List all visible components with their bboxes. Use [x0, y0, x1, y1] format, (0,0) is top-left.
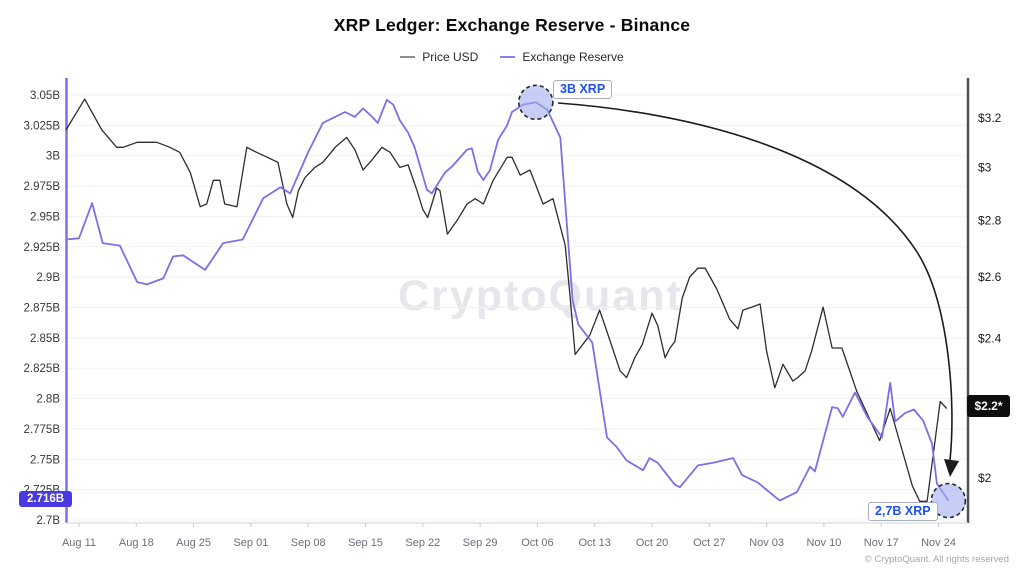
y-axis-right-label: $2.8: [978, 213, 1002, 227]
y-axis-left-label: 3.025B: [24, 120, 61, 132]
y-axis-right-label: $3.2: [978, 111, 1002, 125]
y-axis-left-label: 2.775B: [24, 424, 61, 436]
reserve-line-swatch: [500, 56, 516, 58]
trend-arrow-head: [944, 459, 959, 477]
legend-item-reserve[interactable]: Exchange Reserve: [500, 50, 624, 64]
y-axis-left-label: 2.825B: [24, 363, 61, 375]
y-axis-left-label: 2.9B: [36, 272, 60, 284]
y-axis-left-label: 2.75B: [30, 454, 60, 466]
y-axis-left-label: 2.7B: [36, 515, 60, 527]
y-axis-right-label: $2.4: [978, 331, 1002, 345]
gridlines: [66, 94, 966, 521]
callout-2-7b-xrp: 2,7B XRP: [868, 502, 938, 521]
legend-label-reserve: Exchange Reserve: [522, 50, 624, 64]
x-axis-label: Aug 11: [62, 537, 96, 549]
latest-price-badge: $2.2*: [967, 395, 1010, 417]
highlight-circle-bottom: [930, 482, 967, 519]
y-axis-right-label: $3: [978, 160, 992, 174]
y-axis-left-label: 2.85B: [30, 333, 60, 345]
chart-annotations: [517, 84, 967, 519]
x-axis-label: Oct 06: [521, 537, 553, 549]
x-axis-label: Sep 01: [233, 537, 268, 549]
copyright-notice: © CryptoQuant. All rights reserved: [864, 554, 1009, 565]
y-axis-left-label: 2.975B: [24, 181, 61, 193]
x-axis-label: Sep 29: [463, 537, 498, 549]
y-axis-left-label: 3B: [46, 151, 60, 163]
latest-reserve-badge: 2.716B: [19, 491, 72, 507]
chart-title: XRP Ledger: Exchange Reserve - Binance: [333, 15, 691, 35]
x-axis-label: Nov 10: [806, 537, 841, 549]
x-axis-label: Oct 27: [693, 537, 725, 549]
axis-labels: Aug 11 Aug 18 Aug 25 Sep 01 Sep 08 Sep 15 Sep …: [24, 90, 1002, 549]
data-series: [65, 98, 950, 502]
y-axis-left-label: 2.925B: [24, 242, 61, 254]
exchange-reserve-line: [65, 99, 950, 502]
y-axis-left-label: 2.875B: [24, 302, 61, 314]
trend-arrow: [557, 102, 953, 461]
x-axis-label: Sep 22: [405, 537, 440, 549]
price-line-swatch: [400, 56, 416, 58]
x-axis-label: Nov 03: [749, 537, 784, 549]
y-axis-left-label: 2.95B: [30, 211, 60, 223]
highlight-circle-top: [517, 84, 554, 121]
y-axis-right-label: $2: [978, 471, 992, 485]
price-usd-line: [65, 98, 948, 502]
x-axis-label: Sep 15: [348, 537, 383, 549]
x-axis-label: Sep 08: [291, 537, 326, 549]
x-axis-label: Oct 20: [636, 537, 668, 549]
x-axis-label: Aug 25: [176, 537, 211, 549]
y-axis-left-label: 3.05B: [30, 90, 60, 102]
x-axis-label: Aug 18: [119, 537, 154, 549]
cryptoquant-watermark: CryptoQuant: [398, 272, 683, 320]
axes: [65, 78, 970, 527]
y-axis-left-label: 2.8B: [36, 394, 60, 406]
y-axis-right-label: $2.6: [978, 270, 1002, 284]
legend: Price USD Exchange Reserve: [0, 50, 1024, 64]
x-axis-label: Nov 17: [864, 537, 899, 549]
callout-3b-xrp: 3B XRP: [553, 80, 613, 99]
legend-label-price: Price USD: [422, 50, 479, 64]
x-axis-label: Oct 13: [579, 537, 611, 549]
legend-item-price[interactable]: Price USD: [400, 50, 478, 64]
x-axis-label: Nov 24: [921, 537, 956, 549]
